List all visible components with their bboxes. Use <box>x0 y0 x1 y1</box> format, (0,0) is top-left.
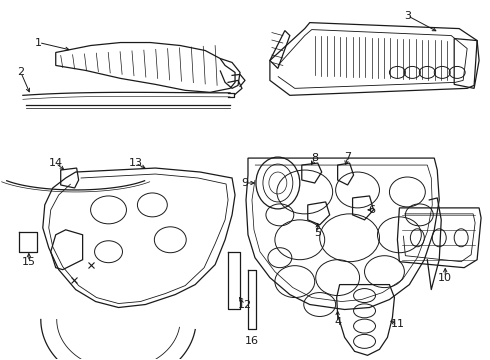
Text: 15: 15 <box>22 257 36 267</box>
Text: 11: 11 <box>391 319 404 329</box>
Text: 5: 5 <box>314 228 321 238</box>
Text: 16: 16 <box>245 336 259 346</box>
Text: 12: 12 <box>238 300 252 310</box>
Text: 1: 1 <box>35 37 42 48</box>
Text: 6: 6 <box>368 205 375 215</box>
Text: 13: 13 <box>128 158 143 168</box>
Text: 8: 8 <box>311 153 318 163</box>
Text: 7: 7 <box>344 152 351 162</box>
Text: 4: 4 <box>334 318 341 328</box>
Text: 9: 9 <box>242 178 248 188</box>
Text: 3: 3 <box>404 11 411 21</box>
Text: 2: 2 <box>17 67 24 77</box>
Text: 14: 14 <box>49 158 63 168</box>
Text: 10: 10 <box>438 273 452 283</box>
